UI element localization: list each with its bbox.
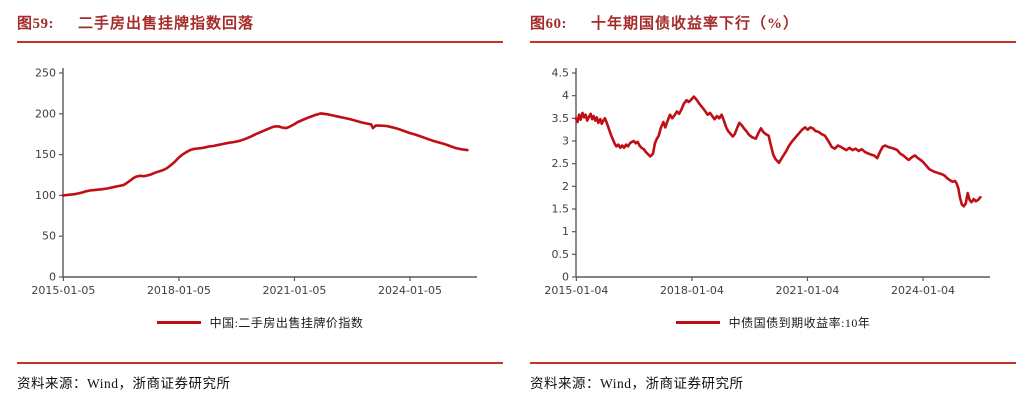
x-tick-label: 2021-01-05 [262, 284, 326, 297]
x-tick-label: 2024-01-05 [378, 284, 442, 297]
y-tick-label: 4.5 [552, 67, 570, 80]
figure-number: 图59: [17, 16, 54, 32]
figure-panel-treasury-yield: 图60: 十年期国债收益率下行（%） 0 0.5 1 1.5 2 2.5 3 3.5 4 4.5 2… [530, 12, 1016, 392]
y-tick-label: 1.5 [552, 203, 570, 216]
source-note: 资料来源：Wind，浙商证券研究所 [530, 376, 744, 391]
y-tick-label: 4 [562, 89, 569, 102]
figure-header: 图60: 十年期国债收益率下行（%） [530, 12, 1016, 34]
figure-header: 图59: 二手房出售挂牌指数回落 [17, 12, 503, 34]
y-tick-label: 200 [35, 107, 56, 120]
y-tick-label: 0 [49, 271, 56, 284]
legend-line-swatch [675, 320, 720, 324]
legend-label: 中国:二手房出售挂牌价指数 [209, 315, 364, 330]
line-chart-listing-index: 0 50 100 150 200 250 2015-01-05 2018-01-05 2021-… [31, 67, 477, 297]
y-tick-label: 3 [562, 135, 569, 148]
x-tick-label: 2024-01-04 [891, 284, 955, 297]
y-tick-label: 0 [562, 271, 569, 284]
legend-label: 中债国债到期收益率:10年 [728, 315, 871, 330]
y-tick-label: 2.5 [552, 157, 570, 170]
x-tick-label: 2015-01-04 [544, 284, 608, 297]
chart-legend: 中国:二手房出售挂牌价指数 [17, 313, 503, 331]
chart-legend: 中债国债到期收益率:10年 [530, 313, 1016, 331]
legend-line-swatch [156, 320, 201, 324]
x-tick-label: 2021-01-04 [775, 284, 839, 297]
x-tick-label: 2018-01-05 [147, 284, 211, 297]
report-figures-row: 图59: 二手房出售挂牌指数回落 0 50 100 150 200 250 2015-01-… [17, 12, 1016, 392]
figure-title: 十年期国债收益率下行（%） [591, 16, 800, 32]
chart-area: 0 0.5 1 1.5 2 2.5 3 3.5 4 4.5 2015-01-04 2018-01-04… [530, 57, 1016, 307]
title-divider [17, 41, 503, 43]
y-tick-label: 250 [35, 67, 56, 80]
series-line [61, 112, 469, 197]
y-tick-label: 100 [35, 189, 56, 202]
figure-title: 二手房出售挂牌指数回落 [78, 16, 255, 32]
y-tick-label: 50 [42, 230, 56, 243]
title-divider [530, 41, 1016, 43]
line-chart-treasury-yield: 0 0.5 1 1.5 2 2.5 3 3.5 4 4.5 2015-01-04 2018-01-04… [544, 67, 990, 297]
source-divider [530, 362, 1016, 364]
source-divider [17, 362, 503, 364]
source-note: 资料来源：Wind，浙商证券研究所 [17, 376, 231, 391]
y-tick-label: 150 [35, 148, 56, 161]
series-line [574, 95, 982, 208]
y-tick-label: 3.5 [552, 112, 570, 125]
x-tick-label: 2015-01-05 [31, 284, 95, 297]
y-tick-label: 0.5 [552, 248, 570, 261]
y-tick-label: 2 [562, 180, 569, 193]
chart-area: 0 50 100 150 200 250 2015-01-05 2018-01-05 2021-… [17, 57, 503, 307]
y-tick-label: 1 [562, 225, 569, 238]
figure-number: 图60: [530, 16, 567, 32]
x-tick-label: 2018-01-04 [660, 284, 724, 297]
figure-panel-listing-index: 图59: 二手房出售挂牌指数回落 0 50 100 150 200 250 2015-01-… [17, 12, 503, 392]
